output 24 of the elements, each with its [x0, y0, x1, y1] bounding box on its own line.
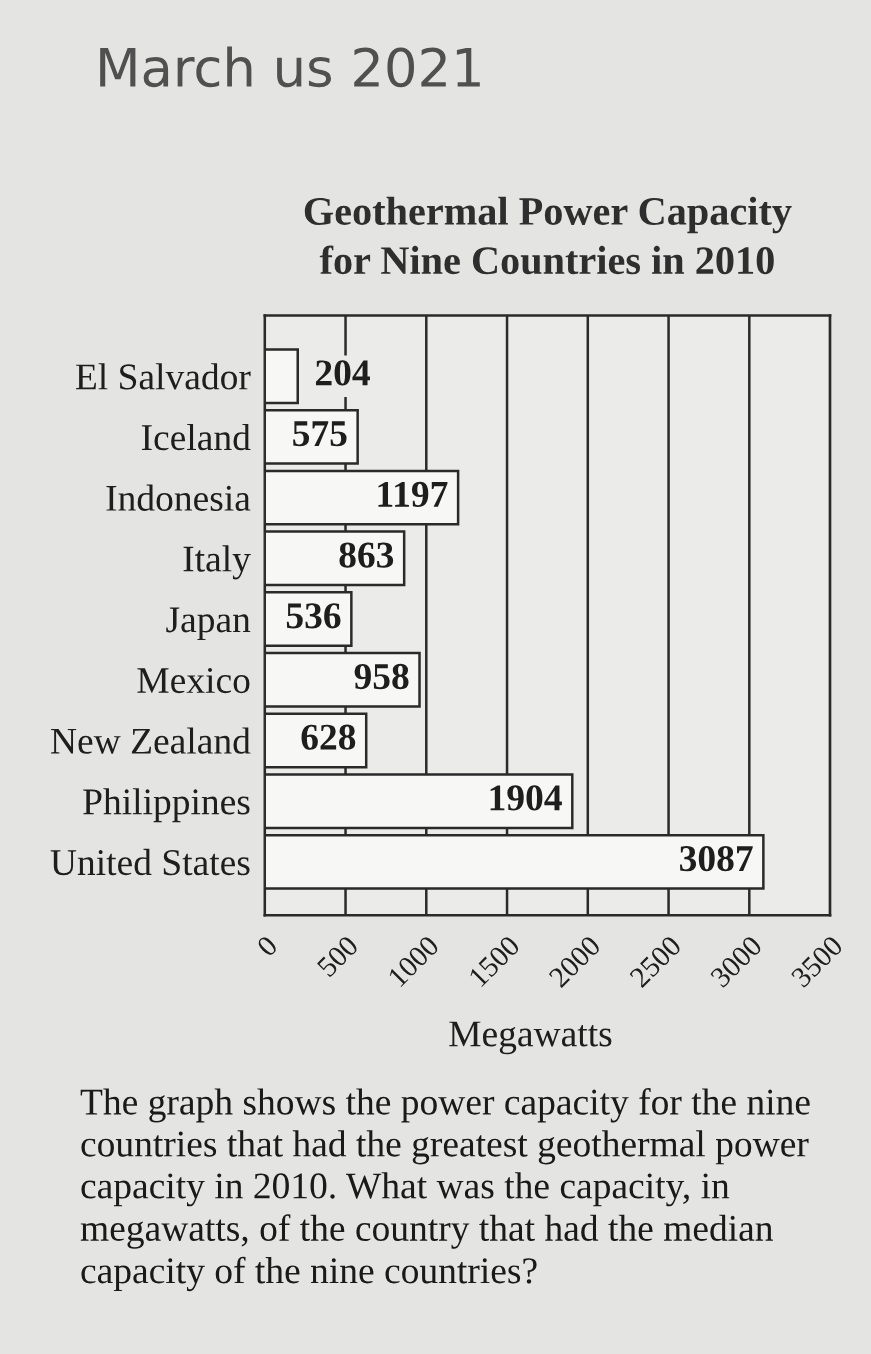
- y-tick-label: Mexico: [137, 667, 250, 694]
- data-label: 628: [301, 724, 356, 750]
- data-label: 863: [339, 542, 394, 568]
- data-label: 3087: [680, 845, 753, 872]
- x-axis-title: Megawatts: [449, 1021, 612, 1055]
- data-label: 204: [315, 360, 370, 386]
- text: March us 2021: [100, 46, 480, 88]
- y-tick-label: Iceland: [141, 423, 251, 451]
- data-label: 958: [354, 663, 409, 690]
- data-label: 1904: [490, 785, 562, 811]
- y-tick-label: Italy: [183, 545, 251, 580]
- y-tick-label: Japan: [166, 607, 251, 641]
- data-label: 1197: [378, 481, 448, 507]
- y-tick-label: United States: [50, 848, 250, 876]
- x-tick-label: 0: [255, 934, 279, 958]
- data-label: 536: [286, 603, 341, 629]
- x-tick-label: 500: [316, 934, 360, 978]
- chart-title: Geothermal Power Capacity for Nine Countries in 2010: [304, 196, 792, 275]
- y-tick-label: New Zealand: [51, 727, 251, 754]
- y-tick-label: Philippines: [83, 788, 250, 823]
- text: The graph shows the power capacity for the nine countries that had the greatest geothermal power capacity in 2010. What was the capacity, in megawatts, of the country that had the median capacity of the nine countries?: [80, 1088, 810, 1292]
- y-tick-label: El Salvador: [75, 363, 251, 390]
- data-label: 575: [293, 421, 347, 447]
- y-tick-label: Indonesia: [106, 484, 251, 511]
